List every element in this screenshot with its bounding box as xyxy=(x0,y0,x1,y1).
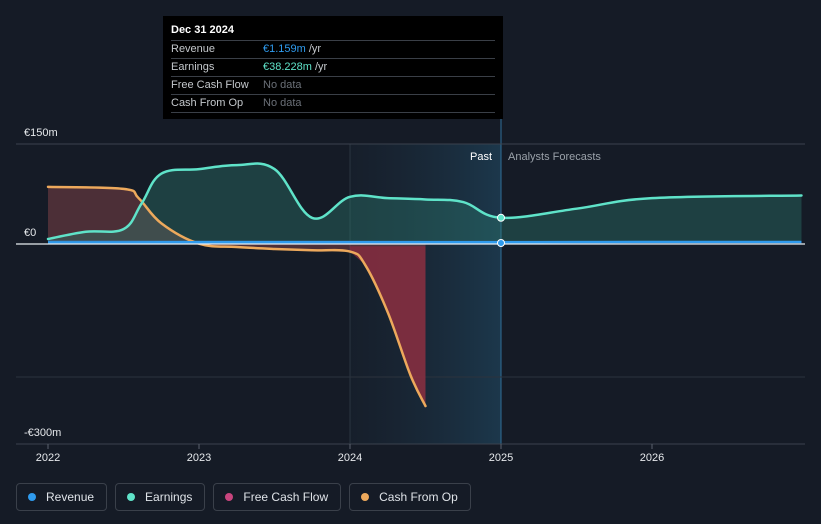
legend-item-free-cash-flow[interactable]: Free Cash Flow xyxy=(213,483,342,511)
chart-legend: Revenue Earnings Free Cash Flow Cash Fro… xyxy=(16,483,471,511)
x-tick-label: 2024 xyxy=(338,452,362,464)
legend-dot-icon xyxy=(361,493,370,501)
tooltip-value-wrap: No data xyxy=(263,77,302,94)
tooltip-unit: /yr xyxy=(311,61,328,73)
legend-dot-icon xyxy=(127,493,136,501)
tooltip-value: €38.228m xyxy=(263,61,312,73)
x-tick-label: 2026 xyxy=(640,452,664,464)
tooltip-label: Revenue xyxy=(171,43,216,55)
revenue-marker xyxy=(497,239,505,247)
tooltip-row-cash-from-op: Cash From Op No data xyxy=(171,95,495,113)
earnings-line xyxy=(46,162,803,241)
legend-label: Cash From Op xyxy=(379,490,458,504)
tooltip-value: No data xyxy=(263,79,302,91)
tooltip-label: Cash From Op xyxy=(171,97,244,109)
cash-from-op-line xyxy=(46,185,427,408)
past-region-label: Past xyxy=(470,151,492,163)
y-tick-label: €0 xyxy=(24,227,36,239)
legend-item-cash-from-op[interactable]: Cash From Op xyxy=(349,483,471,511)
earnings-area xyxy=(48,163,802,243)
forecast-region-label: Analysts Forecasts xyxy=(508,151,601,163)
tooltip-unit: /yr xyxy=(305,43,322,55)
y-tick-label: -€300m xyxy=(24,427,61,439)
legend-item-earnings[interactable]: Earnings xyxy=(115,483,206,511)
legend-label: Earnings xyxy=(145,490,193,504)
tooltip-row-revenue: Revenue €1.159m /yr xyxy=(171,41,495,59)
hover-tooltip: Dec 31 2024 Revenue €1.159m /yr Earnings… xyxy=(163,16,503,119)
tooltip-label: Free Cash Flow xyxy=(171,79,249,91)
legend-dot-icon xyxy=(28,493,36,501)
tooltip-value-wrap: No data xyxy=(263,95,302,112)
earnings-marker xyxy=(497,213,505,222)
tooltip-value-wrap: €38.228m /yr xyxy=(263,59,327,76)
tooltip-value-wrap: €1.159m /yr xyxy=(263,41,321,58)
x-tick-label: 2023 xyxy=(187,452,211,464)
legend-dot-icon xyxy=(225,493,234,501)
legend-label: Free Cash Flow xyxy=(243,490,329,504)
tooltip-value: No data xyxy=(263,97,302,109)
tooltip-row-earnings: Earnings €38.228m /yr xyxy=(171,59,495,77)
free-cash-flow-area xyxy=(350,246,426,407)
tooltip-value: €1.159m xyxy=(263,43,306,55)
legend-label: Revenue xyxy=(46,490,95,504)
tooltip-date: Dec 31 2024 xyxy=(171,22,495,41)
legend-item-revenue[interactable]: Revenue xyxy=(16,483,108,511)
x-tick-label: 2025 xyxy=(489,452,513,464)
tooltip-row-free-cash-flow: Free Cash Flow No data xyxy=(171,77,495,95)
tooltip-label: Earnings xyxy=(171,61,215,73)
y-tick-label: €150m xyxy=(24,127,58,139)
x-tick-label: 2022 xyxy=(36,452,60,464)
